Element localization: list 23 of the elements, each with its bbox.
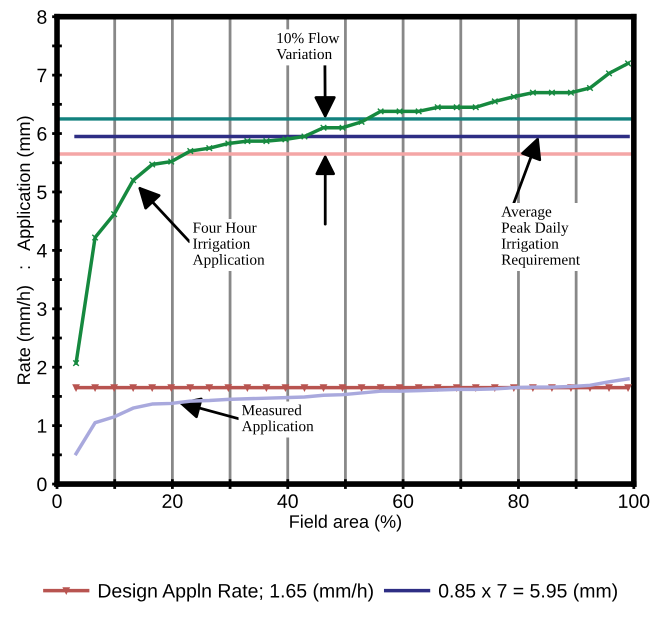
y-tick-label: 3 — [37, 302, 46, 316]
annotation: 10% Flow Variation — [276, 32, 340, 60]
y-tick-label: 6 — [37, 127, 46, 141]
y-tick-label: 5 — [37, 186, 46, 200]
y-tick-label: 1 — [38, 419, 46, 433]
x-tick-label: 20 — [162, 494, 182, 508]
annotation: Average Peak Daily Irrigation Requirement — [501, 206, 580, 268]
annotation: Measured Application — [242, 404, 314, 434]
x-axis-title: Field area (%) — [290, 514, 401, 532]
legend-label: 0.85 x 7 = 5.95 (mm) — [438, 583, 617, 602]
x-tick-label: 0 — [52, 494, 62, 508]
y-tick-label: 2 — [37, 360, 46, 374]
y-axis-title: Rate (mm/h) : Application (mm) — [16, 116, 34, 384]
x-tick-label: 80 — [508, 494, 529, 508]
y-tick-label: 4 — [36, 244, 47, 258]
x-tick-label: 60 — [393, 494, 414, 508]
y-tick-label: 7 — [37, 68, 46, 82]
x-tick-label: 100 — [619, 494, 650, 508]
annotation: Four Hour Irrigation Application — [192, 222, 264, 268]
x-tick-label: 40 — [277, 494, 298, 508]
y-tick-label: 0 — [37, 478, 47, 492]
legend-label: Design Appln Rate; 1.65 (mm/h) — [98, 583, 373, 602]
y-tick-label: 8 — [37, 10, 46, 24]
